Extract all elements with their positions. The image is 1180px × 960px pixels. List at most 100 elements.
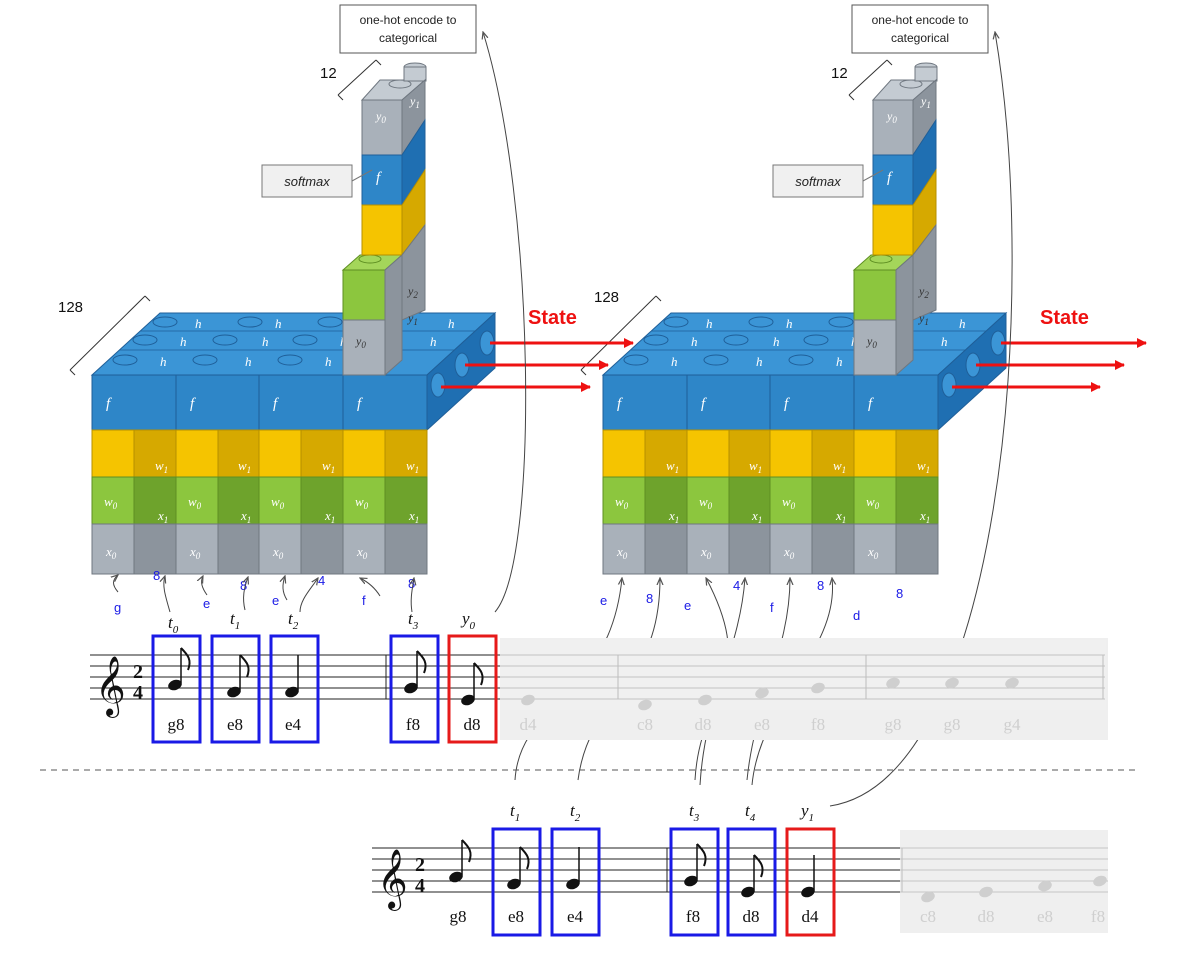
faded-notes-top: d4 c8 d8 e8 f8 g8 g8 g4 [520, 677, 1022, 734]
note-box-g8: g8 [151, 634, 202, 744]
svg-text:𝄞: 𝄞 [377, 849, 408, 911]
encode-callout-left: one-hot encode to categorical [339, 4, 477, 54]
faded-notes-bottom: c8 d8 e8 f8 [920, 875, 1107, 926]
bottom-staff: 𝄞 2 4 g8 e8 e4 f8 [372, 801, 1108, 937]
svg-text:d8: d8 [978, 907, 995, 926]
time-labels-bottom: t1 t2 t3 t4 y1 [510, 801, 814, 824]
svg-text:f8: f8 [811, 715, 825, 734]
svg-text:e8: e8 [754, 715, 770, 734]
state-arrows-right [952, 338, 1147, 392]
svg-text:8: 8 [646, 591, 653, 606]
note-box-bottom-e8: e8 [491, 827, 542, 937]
svg-text:g4: g4 [1004, 715, 1022, 734]
inputs-right: e 8 e 4 f 8 d 8 [600, 578, 903, 623]
svg-text:4: 4 [733, 578, 740, 593]
svg-text:e8: e8 [1037, 907, 1053, 926]
dimension-128-left: 128 [58, 295, 151, 376]
svg-text:t4: t4 [745, 801, 756, 824]
svg-text:g: g [114, 600, 121, 615]
svg-text:e4: e4 [285, 715, 302, 734]
svg-text:t3: t3 [689, 801, 700, 824]
svg-text:t1: t1 [230, 609, 240, 632]
svg-text:g8: g8 [450, 907, 467, 926]
svg-text:f: f [106, 396, 112, 412]
svg-text:f: f [190, 396, 196, 412]
svg-text:one-hot encode to: one-hot encode to [872, 13, 969, 27]
svg-text:t3: t3 [408, 609, 419, 632]
svg-text:d8: d8 [464, 715, 481, 734]
svg-text:f: f [376, 170, 382, 186]
svg-text:softmax: softmax [795, 174, 841, 189]
svg-text:y0: y0 [866, 334, 877, 350]
svg-text:f: f [362, 593, 366, 608]
svg-text:e8: e8 [508, 907, 524, 926]
time-labels-top: t0 t1 t2 t3 y0 [168, 609, 476, 636]
svg-text:d8: d8 [695, 715, 712, 734]
svg-text:x1: x1 [919, 508, 930, 525]
note-box-bottom-e4: e4 [550, 827, 601, 937]
svg-text:2: 2 [133, 661, 143, 683]
svg-text:h: h [448, 316, 455, 331]
svg-text:y2: y2 [407, 284, 418, 300]
svg-text:f: f [887, 170, 893, 186]
svg-text:8: 8 [896, 586, 903, 601]
svg-text:4: 4 [133, 682, 143, 704]
svg-text:t2: t2 [288, 609, 299, 632]
svg-text:12: 12 [831, 65, 848, 82]
dim-hidden-label: 128 [58, 299, 83, 316]
svg-text:e8: e8 [227, 715, 243, 734]
svg-text:h: h [245, 354, 252, 369]
svg-text:categorical: categorical [891, 31, 949, 45]
svg-text:h: h [959, 316, 966, 331]
svg-text:x0: x0 [189, 544, 201, 561]
svg-text:g8: g8 [885, 715, 902, 734]
note-box-bottom-predicted-d4: d4 [785, 827, 836, 937]
dimension-128-right: 128 [580, 289, 662, 376]
svg-text:8: 8 [240, 578, 247, 593]
input-arrows-left [114, 575, 415, 613]
top-staff: 𝄞 2 4 g8 e8 e4 f8 [90, 634, 1108, 744]
svg-text:f: f [357, 396, 363, 412]
softmax-callout-left: softmax [261, 164, 373, 198]
svg-text:f: f [701, 396, 707, 412]
svg-text:h: h [786, 316, 793, 331]
treble-clef-icon: 𝄞 [95, 656, 126, 718]
svg-text:f: f [617, 396, 623, 412]
svg-text:d4: d4 [802, 907, 820, 926]
svg-text:y1: y1 [409, 94, 420, 110]
svg-text:x0: x0 [272, 544, 284, 561]
svg-text:x1: x1 [240, 508, 251, 525]
svg-text:x1: x1 [751, 508, 762, 525]
svg-text:d: d [853, 608, 860, 623]
encode-label-line2: categorical [379, 31, 437, 45]
svg-text:t2: t2 [570, 801, 581, 824]
encode-label-line1: one-hot encode to [360, 13, 457, 27]
state-label-right: State [1040, 307, 1089, 329]
state-arrows-left [441, 338, 634, 392]
svg-text:y1: y1 [799, 801, 814, 824]
svg-text:x0: x0 [700, 544, 712, 561]
svg-text:e: e [600, 593, 607, 608]
svg-text:f: f [868, 396, 874, 412]
note-box-f8: f8 [389, 634, 440, 744]
h2-label: h [195, 316, 202, 331]
dim-output-label: 12 [320, 65, 337, 82]
svg-text:g8: g8 [944, 715, 961, 734]
dimension-12-left: 12 [320, 59, 382, 101]
note-box-bottom-f8: f8 [669, 827, 720, 937]
feedback-curve-y0 [483, 32, 527, 613]
svg-text:e: e [203, 596, 210, 611]
svg-text:t0: t0 [168, 613, 179, 636]
svg-text:e: e [684, 598, 691, 613]
svg-text:c8: c8 [920, 907, 936, 926]
svg-text:y0: y0 [355, 334, 366, 350]
svg-text:f: f [273, 396, 279, 412]
svg-text:h: h [773, 334, 780, 349]
note-box-e4: e4 [269, 634, 320, 744]
svg-text:d8: d8 [743, 907, 760, 926]
dimension-12-right: 12 [831, 59, 893, 101]
svg-text:h: h [941, 334, 948, 349]
svg-text:y1: y1 [407, 311, 418, 327]
